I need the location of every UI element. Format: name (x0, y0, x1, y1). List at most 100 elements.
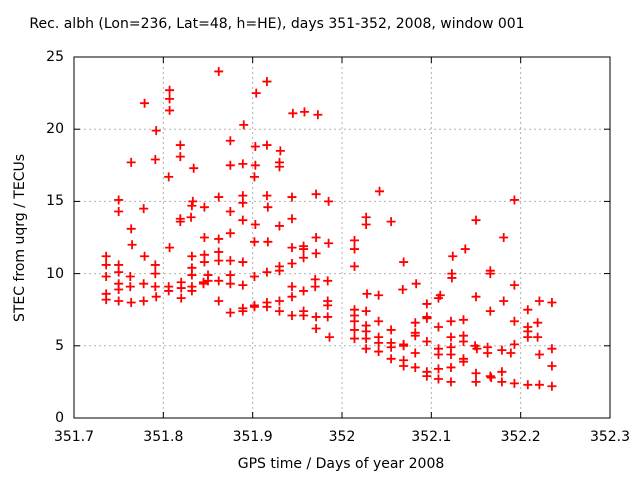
data-point-marker (446, 332, 456, 342)
data-point-marker (176, 283, 186, 293)
data-point-marker (299, 253, 309, 263)
data-point-marker (199, 257, 209, 267)
data-point-marker (249, 237, 259, 247)
x-tick-label: 351.8 (143, 429, 184, 445)
data-point-marker (165, 243, 175, 253)
data-point-marker (534, 296, 544, 306)
data-point-marker (311, 233, 321, 242)
data-point-marker (547, 361, 557, 371)
data-point-marker (189, 163, 199, 173)
data-point-marker (458, 315, 468, 325)
data-point-marker (187, 270, 197, 280)
data-point-marker (151, 126, 161, 136)
data-point-marker (214, 276, 224, 286)
data-point-marker (350, 235, 360, 245)
data-point-marker (151, 292, 161, 302)
data-point-marker (114, 296, 124, 306)
data-point-marker (533, 318, 543, 328)
data-point-marker (125, 271, 135, 281)
data-point-marker (523, 332, 533, 342)
data-point-marker (214, 66, 224, 76)
data-point-marker (287, 214, 297, 224)
data-point-marker (239, 120, 249, 130)
data-point-marker (386, 342, 396, 352)
data-point-marker (287, 292, 297, 302)
data-point-marker (324, 332, 334, 342)
data-point-marker (399, 361, 409, 371)
data-point-marker (433, 349, 443, 359)
data-point-marker (433, 293, 443, 303)
data-point-marker (139, 296, 149, 306)
data-point-marker (150, 155, 160, 165)
x-tick-label: 352.3 (589, 429, 631, 445)
data-point-marker (262, 302, 272, 312)
data-point-marker (324, 196, 334, 206)
data-point-marker (410, 331, 420, 341)
data-point-marker (323, 300, 333, 310)
data-point-marker (361, 344, 371, 354)
data-point-marker (126, 297, 136, 307)
data-point-marker (225, 256, 235, 266)
data-point-marker (238, 280, 248, 290)
data-point-marker (499, 233, 509, 242)
data-point-marker (458, 357, 468, 367)
data-point-marker (398, 284, 408, 294)
data-point-marker (176, 293, 186, 303)
data-point-marker (225, 160, 235, 170)
data-point-marker (140, 98, 150, 108)
data-point-marker (274, 296, 284, 306)
data-point-marker (199, 202, 209, 212)
data-point-marker (275, 146, 285, 156)
data-point-marker (547, 381, 557, 391)
data-point-marker (287, 282, 297, 292)
data-point-marker (313, 110, 323, 120)
data-point-marker (471, 377, 481, 387)
data-point-marker (214, 296, 224, 306)
data-point-marker (472, 344, 482, 354)
data-point-marker (299, 244, 309, 254)
data-point-marker (238, 257, 248, 267)
data-point-marker (497, 367, 507, 377)
data-point-marker (361, 220, 371, 230)
data-point-marker (471, 368, 481, 378)
data-point-marker (422, 336, 432, 346)
data-point-marker (249, 271, 259, 281)
data-point-marker (187, 201, 197, 211)
data-point-marker (287, 192, 297, 202)
data-point-marker (288, 108, 298, 118)
data-point-marker (250, 220, 260, 230)
data-point-marker (547, 344, 557, 354)
data-point-marker (497, 377, 507, 387)
data-point-marker (238, 159, 248, 169)
data-point-marker (509, 195, 519, 205)
data-point-marker (362, 289, 372, 299)
y-tick-label: 15 (46, 193, 64, 210)
data-point-marker (399, 257, 409, 267)
data-point-marker (399, 341, 409, 351)
data-point-marker (523, 380, 533, 390)
data-point-marker (101, 271, 111, 281)
data-point-marker (165, 94, 175, 104)
data-point-marker (506, 348, 516, 358)
data-point-marker (214, 192, 224, 202)
data-point-marker (534, 380, 544, 390)
data-point-marker (274, 162, 284, 172)
data-point-marker (250, 142, 260, 152)
data-point-marker (274, 306, 284, 316)
data-point-marker (164, 172, 174, 182)
data-point-marker (238, 306, 248, 316)
data-point-marker (225, 270, 235, 280)
data-point-marker (175, 217, 185, 227)
data-point-marker (214, 247, 224, 257)
data-point-marker (433, 364, 443, 374)
data-point-marker (310, 282, 320, 292)
y-tick-label: 10 (46, 265, 64, 282)
data-point-marker (238, 198, 248, 208)
y-tick-label: 20 (46, 121, 64, 138)
data-point-marker (485, 306, 495, 316)
data-point-marker (458, 336, 468, 346)
data-point-marker (350, 334, 360, 344)
data-point-marker (447, 273, 457, 283)
data-point-marker (323, 312, 333, 322)
data-point-marker (114, 207, 124, 217)
